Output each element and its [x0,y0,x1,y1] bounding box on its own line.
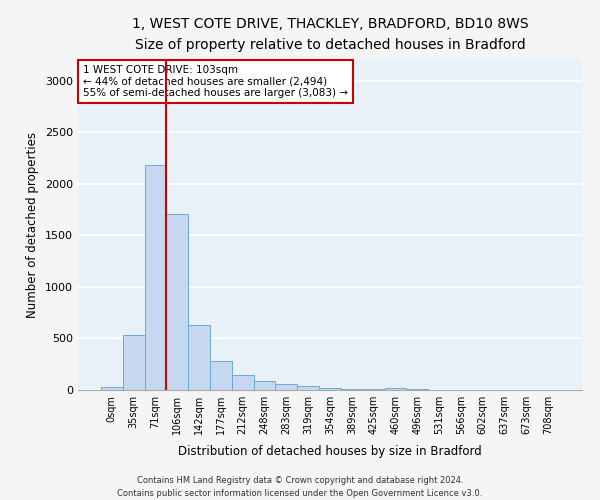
Text: Contains HM Land Registry data © Crown copyright and database right 2024.
Contai: Contains HM Land Registry data © Crown c… [118,476,482,498]
Bar [145,165,166,390]
Bar [254,380,275,390]
Bar [166,214,188,390]
X-axis label: Distribution of detached houses by size in Bradford: Distribution of detached houses by size … [178,446,482,458]
Bar [232,374,254,390]
Bar [188,324,210,390]
Bar [275,384,297,390]
Bar [123,336,145,390]
Y-axis label: Number of detached properties: Number of detached properties [26,132,40,318]
Title: 1, WEST COTE DRIVE, THACKLEY, BRADFORD, BD10 8WS
Size of property relative to de: 1, WEST COTE DRIVE, THACKLEY, BRADFORD, … [131,18,529,52]
Bar [210,360,232,390]
Bar [385,388,406,390]
Bar [101,387,123,390]
Bar [319,388,341,390]
Bar [297,386,319,390]
Text: 1 WEST COTE DRIVE: 103sqm
← 44% of detached houses are smaller (2,494)
55% of se: 1 WEST COTE DRIVE: 103sqm ← 44% of detac… [83,65,348,98]
